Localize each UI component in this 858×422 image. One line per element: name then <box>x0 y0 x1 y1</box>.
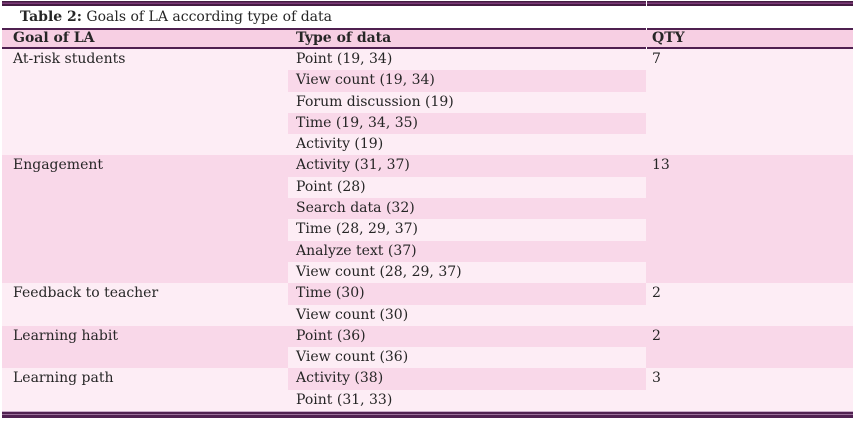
type-of-data-cell: View count (36) <box>288 347 646 369</box>
type-of-data-stack: Activity (38) Point (31, 33) <box>288 368 646 412</box>
type-of-data-cell: Point (36) <box>288 325 646 348</box>
type-of-data-stack: Point (36) View count (36) <box>288 325 646 369</box>
type-of-data-stack: Time (30) View count (30) <box>288 283 646 326</box>
table-caption: Table 2: Goals of LA according type of d… <box>2 6 853 28</box>
column-gap-artifact <box>646 28 647 30</box>
type-of-data-cell: Activity (38) <box>288 368 646 390</box>
table-body: At-risk students Point (19, 34) View count… <box>2 49 853 412</box>
type-of-data-stack: Activity (31, 37) Point (28) Search data (… <box>288 155 646 284</box>
type-of-data-stack: Point (19, 34) View count (19, 34) Forum d… <box>288 49 646 156</box>
caption-rule <box>2 28 853 30</box>
qty-cell: 2 <box>646 325 853 369</box>
column-gap-artifact <box>646 1 647 6</box>
goal-cell: Learning habit <box>2 325 288 369</box>
type-of-data-cell: Analyze text (37) <box>288 240 646 262</box>
type-of-data-cell: Point (19, 34) <box>288 49 646 71</box>
column-gap-artifact <box>646 47 647 49</box>
type-of-data-cell: View count (19, 34) <box>288 70 646 92</box>
table-top-border <box>2 1 853 6</box>
table-caption-text: Goals of LA according type of data <box>81 9 332 25</box>
type-of-data-cell: Time (19, 34, 35) <box>288 112 646 135</box>
table-bottom-border <box>2 411 853 419</box>
type-of-data-cell: View count (28, 29, 37) <box>288 261 646 284</box>
goal-cell: At-risk students <box>2 49 288 156</box>
header-rule <box>2 47 853 49</box>
table-caption-label: Table 2: <box>20 9 82 25</box>
goal-cell: Engagement <box>2 155 288 284</box>
type-of-data-cell: Point (31, 33) <box>288 389 646 412</box>
table-group-row: Engagement Activity (31, 37) Point (28) Sea… <box>2 155 853 284</box>
table-group-row: At-risk students Point (19, 34) View count… <box>2 49 853 156</box>
type-of-data-cell: View count (30) <box>288 304 646 326</box>
qty-cell: 3 <box>646 368 853 412</box>
qty-cell: 13 <box>646 155 853 284</box>
type-of-data-cell: Time (28, 29, 37) <box>288 219 646 241</box>
type-of-data-cell: Activity (31, 37) <box>288 155 646 177</box>
table-group-row: Feedback to teacher Time (30) View count (… <box>2 283 853 326</box>
table-group-row: Learning habit Point (36) View count (36) 2 <box>2 325 853 369</box>
column-header-goal: Goal of LA <box>13 30 95 46</box>
type-of-data-cell: Search data (32) <box>288 198 646 220</box>
type-of-data-cell: Time (30) <box>288 283 646 305</box>
type-of-data-cell: Activity (19) <box>288 134 646 156</box>
qty-cell: 2 <box>646 283 853 326</box>
type-of-data-cell: Forum discussion (19) <box>288 91 646 113</box>
column-header-qty: QTY <box>652 30 685 46</box>
table-header-row: Goal of LA Type of data QTY <box>2 30 853 47</box>
type-of-data-cell: Point (28) <box>288 176 646 199</box>
column-header-type: Type of data <box>296 30 392 46</box>
table-group-row: Learning path Activity (38) Point (31, 33)… <box>2 368 853 412</box>
qty-cell: 7 <box>646 49 853 156</box>
goal-cell: Feedback to teacher <box>2 283 288 326</box>
goal-cell: Learning path <box>2 368 288 412</box>
